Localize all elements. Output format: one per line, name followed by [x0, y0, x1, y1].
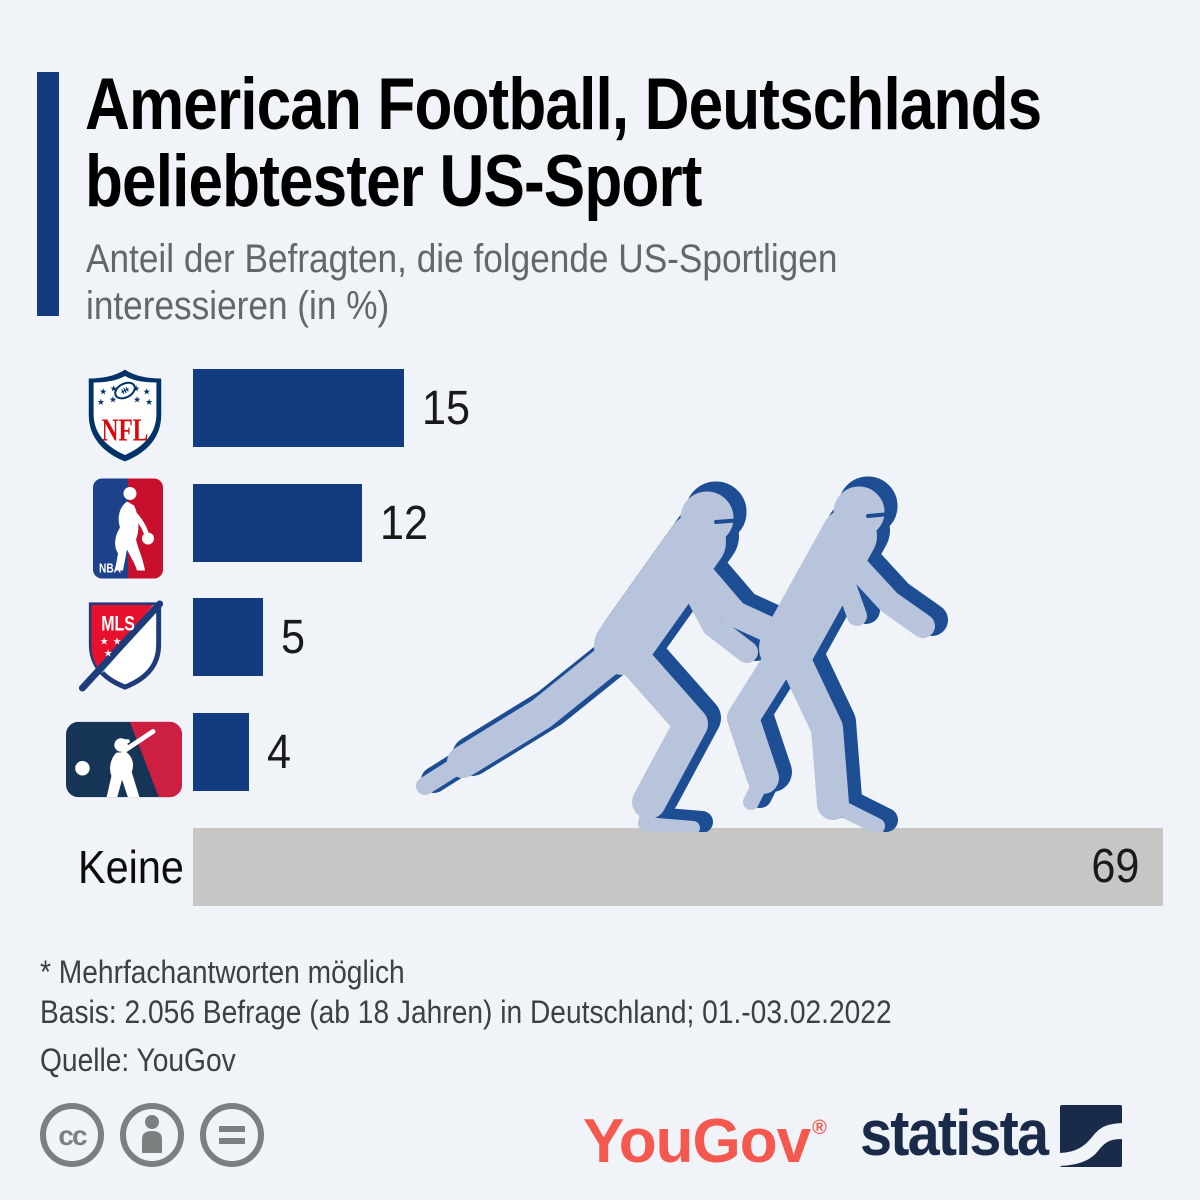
statista-mark-icon — [1060, 1105, 1123, 1167]
chart-row-keine: 69 — [193, 828, 1163, 906]
statista-wordmark: statista — [860, 1097, 1049, 1169]
mlb-logo-icon — [66, 721, 182, 798]
bar-value-mls: 5 — [281, 610, 306, 664]
svg-text:cc: cc — [58, 1120, 87, 1151]
svg-text:★: ★ — [99, 388, 107, 398]
creative-commons-icons: cc — [38, 1101, 266, 1169]
footnote-basis: Basis: 2.056 Befrage (ab 18 Jahren) in D… — [40, 994, 892, 1030]
yougov-logo: YouGov ® — [583, 1106, 827, 1177]
bar-value-nba: 12 — [380, 496, 429, 550]
left-player-facemask — [714, 496, 745, 526]
svg-text:★: ★ — [97, 398, 105, 408]
cc-attribution-icon — [120, 1103, 184, 1167]
page-subtitle: Anteil der Befragten, die folgende US-Sp… — [86, 236, 1054, 330]
svg-text:★: ★ — [110, 384, 118, 394]
svg-text:★: ★ — [132, 384, 140, 394]
mls-slash — [78, 600, 164, 692]
nfl-logo-text: NFL — [102, 411, 149, 447]
nba-logo-icon: NBA — [93, 478, 163, 579]
svg-text:★: ★ — [133, 396, 141, 406]
registered-trademark-icon: ® — [812, 1117, 827, 1139]
page-title-line2: beliebtester US-Sport — [85, 141, 702, 223]
nfl-stars: ★ ★ ★ ★ ★ ★ ★ ★ — [97, 384, 153, 408]
chart-row-nba: 12 — [193, 484, 433, 562]
page-title-line1: American Football, Deutschlands — [85, 64, 1042, 145]
mls-logo-icon: MLS ★ ★★ — [78, 600, 164, 692]
svg-text:★: ★ — [145, 398, 153, 408]
nba-logo-text: NBA — [99, 561, 121, 576]
nba-player-silhouette — [115, 487, 154, 571]
mlb-batter-silhouette — [75, 729, 156, 798]
cc-license-icon: cc — [40, 1103, 104, 1167]
bar-nba — [193, 484, 362, 562]
footnote-multiple-answers: * Mehrfachantworten möglich — [40, 954, 405, 990]
bar-keine: 69 — [193, 828, 1163, 906]
cc-no-derivatives-icon — [200, 1103, 264, 1167]
right-player-fill — [727, 486, 935, 832]
nfl-logo-icon: ★ ★ ★ ★ ★ ★ ★ ★ NFL — [88, 369, 162, 462]
chart-row-mls: 5 — [193, 598, 308, 676]
bar-mlb — [193, 713, 249, 791]
chart-row-mlb: 4 — [193, 713, 294, 791]
bar-mls — [193, 598, 263, 676]
keine-category-label: Keine — [78, 841, 184, 893]
chart-row-nfl: 15 — [193, 369, 475, 447]
bar-value-nfl: 15 — [422, 381, 471, 435]
svg-text:★: ★ — [104, 648, 113, 659]
bar-value-mlb: 4 — [267, 725, 292, 779]
svg-text:★: ★ — [113, 637, 122, 648]
page-title: American Football, Deutschlands beliebtes… — [85, 66, 1182, 221]
page-subtitle-line1: Anteil der Befragten, die folgende US-Sp… — [86, 237, 838, 281]
statista-logo: statista — [860, 1096, 1123, 1170]
yougov-wordmark: YouGov — [583, 1107, 811, 1176]
nfl-football — [114, 381, 136, 400]
right-player-facemask — [866, 490, 895, 519]
mls-stars: ★ ★★ — [100, 637, 122, 660]
football-players-illustration — [416, 476, 948, 832]
bar-nfl — [193, 369, 404, 447]
mls-logo-text: MLS — [101, 613, 135, 636]
title-accent-bar — [37, 72, 59, 316]
bar-value-keine: 69 — [1090, 840, 1139, 893]
svg-text:★: ★ — [143, 388, 151, 398]
page-subtitle-line2: interessieren (in %) — [86, 284, 390, 329]
svg-text:★: ★ — [109, 396, 117, 406]
footnotes: * Mehrfachantworten möglich Basis: 2.056… — [40, 952, 964, 1080]
footnote-source: Quelle: YouGov — [40, 1042, 236, 1078]
svg-text:★: ★ — [100, 637, 109, 648]
